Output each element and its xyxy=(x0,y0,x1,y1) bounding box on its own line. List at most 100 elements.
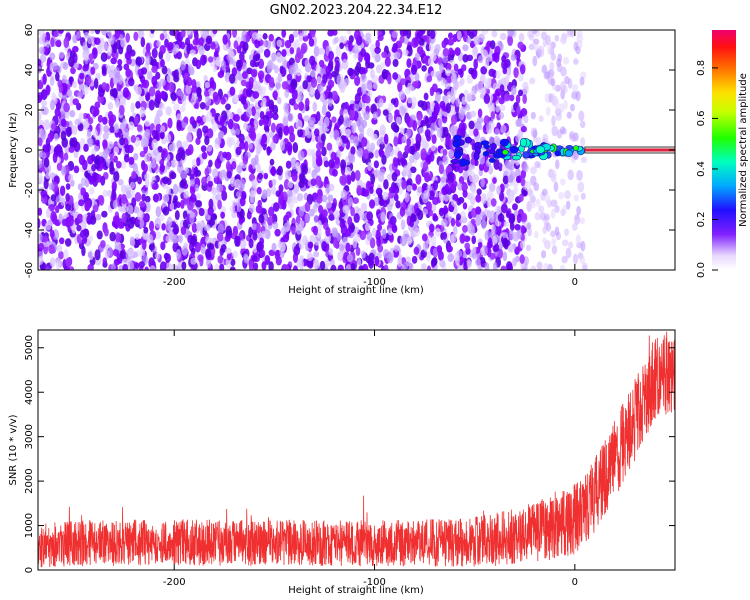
spectrogram-cell xyxy=(445,102,451,114)
spectrogram-cell xyxy=(466,260,472,269)
spectrogram-cell xyxy=(366,127,374,137)
spectrogram-cell xyxy=(490,40,496,50)
spectrogram-cell xyxy=(200,30,207,38)
spectrogram-cell xyxy=(367,152,374,159)
spectrogram-cell xyxy=(410,213,417,223)
spectrogram-cell xyxy=(250,157,257,166)
spectrogram-cell xyxy=(434,44,441,53)
spectrogram-cell xyxy=(235,235,241,247)
spectrogram-cell xyxy=(239,238,247,250)
spectrogram-cell xyxy=(89,30,95,35)
spectrogram-cell xyxy=(429,86,435,97)
spectrogram-cell xyxy=(572,253,578,265)
spectrogram-cell xyxy=(341,177,348,185)
spectrogram-cell xyxy=(522,81,529,91)
spectrogram-cell xyxy=(108,69,115,80)
spectrogram-cell xyxy=(330,151,337,161)
spectrogram-cell xyxy=(362,189,370,197)
signal-blob xyxy=(464,136,472,144)
spectrogram-cell xyxy=(380,62,386,69)
spectrogram-cell xyxy=(559,36,567,44)
spectrogram-cell xyxy=(447,38,455,46)
spectrogram-cell xyxy=(534,44,541,52)
spectrogram-cell xyxy=(565,247,572,259)
spectrogram-cell xyxy=(177,162,184,174)
spectrogram-cell xyxy=(271,242,277,252)
spectrogram-cell xyxy=(257,172,264,180)
spectrogram-cell xyxy=(340,224,348,236)
spectrogram-cell xyxy=(217,71,225,79)
spectrogram-cell xyxy=(274,65,279,74)
spectrogram-cell xyxy=(426,75,433,83)
spectrogram-cell xyxy=(420,119,426,127)
spectrogram-cell xyxy=(423,189,430,199)
spectrogram-cell xyxy=(219,263,225,270)
spectrogram-cell xyxy=(315,63,321,74)
spectrogram-cell xyxy=(235,146,242,156)
spectrogram-cell xyxy=(530,111,536,120)
spectrogram-cell xyxy=(382,109,389,116)
spectrogram-cell xyxy=(536,261,543,270)
spectrogram-cell xyxy=(448,204,454,212)
spectrogram-cell xyxy=(413,226,421,237)
spectrogram-cell xyxy=(150,160,157,169)
spectrogram-cell xyxy=(434,227,441,237)
spectrogram-cell xyxy=(84,200,91,212)
spectrogram-cell xyxy=(568,241,574,249)
spectrogram-cell xyxy=(325,226,331,237)
spectrogram-cell xyxy=(447,245,453,253)
spectrogram-cell xyxy=(298,101,305,111)
spectrogram-cell xyxy=(404,145,410,155)
spectrogram-cell xyxy=(250,68,258,78)
spectrogram-cell xyxy=(234,94,240,103)
spectrogram-cell xyxy=(38,242,45,251)
spectrogram-cell xyxy=(94,139,100,147)
spectrogram-cell xyxy=(462,170,469,181)
spectrogram-cell xyxy=(340,126,347,135)
spectrogram-cell xyxy=(527,226,532,237)
spectrogram-cell xyxy=(580,156,587,164)
spectrogram-cell xyxy=(216,231,224,242)
spectrogram-cell xyxy=(219,115,225,127)
spectrogram-cell xyxy=(576,205,582,216)
spectrogram-cell xyxy=(58,84,64,93)
spectrogram-cell xyxy=(57,30,64,34)
spectrogram-cell xyxy=(415,174,422,185)
spectrogram-cell xyxy=(96,44,103,55)
spectrogram-cell xyxy=(550,208,556,219)
spectrogram-cell xyxy=(364,95,371,104)
spectrogram-cell xyxy=(510,54,517,61)
spectrogram-cell xyxy=(199,101,206,110)
spectrogram-cell xyxy=(327,79,335,89)
spectrogram-cell xyxy=(248,142,253,150)
spectrogram-cell xyxy=(304,212,311,223)
spectrogram-cell xyxy=(399,30,407,38)
spectrogram-cell xyxy=(118,46,124,55)
spectrogram-cell xyxy=(108,35,115,46)
spectrogram-cell xyxy=(56,244,63,253)
spectrogram-cell xyxy=(544,194,551,204)
spectrogram-cell xyxy=(541,188,548,197)
spectrogram-cell xyxy=(515,118,522,128)
spectrogram-cell xyxy=(439,193,445,202)
spectrogram-cell xyxy=(93,37,101,46)
spectrogram-cell xyxy=(321,104,327,116)
spectrogram-cell xyxy=(299,219,305,228)
spectrogram-cell xyxy=(51,213,58,225)
spectrogram-cell xyxy=(128,156,135,166)
spectrogram-cell xyxy=(487,237,493,249)
spectrogram-cell xyxy=(565,200,571,210)
spectrogram-cell xyxy=(283,102,289,113)
spectrogram-cell xyxy=(282,117,289,127)
spectrogram-cell xyxy=(408,145,415,155)
spectrogram-cell xyxy=(65,192,70,202)
spectrogram-cell xyxy=(579,120,586,129)
spectrogram-cell xyxy=(155,71,161,80)
spectrogram-cell xyxy=(165,106,172,116)
spectrogram-cell xyxy=(131,170,137,179)
spectrogram-cell xyxy=(422,161,429,172)
spectrogram-cell xyxy=(554,205,560,213)
spectrogram-cell xyxy=(296,193,304,202)
spectrogram-cell xyxy=(402,49,409,56)
spectrogram-cell xyxy=(494,128,500,135)
